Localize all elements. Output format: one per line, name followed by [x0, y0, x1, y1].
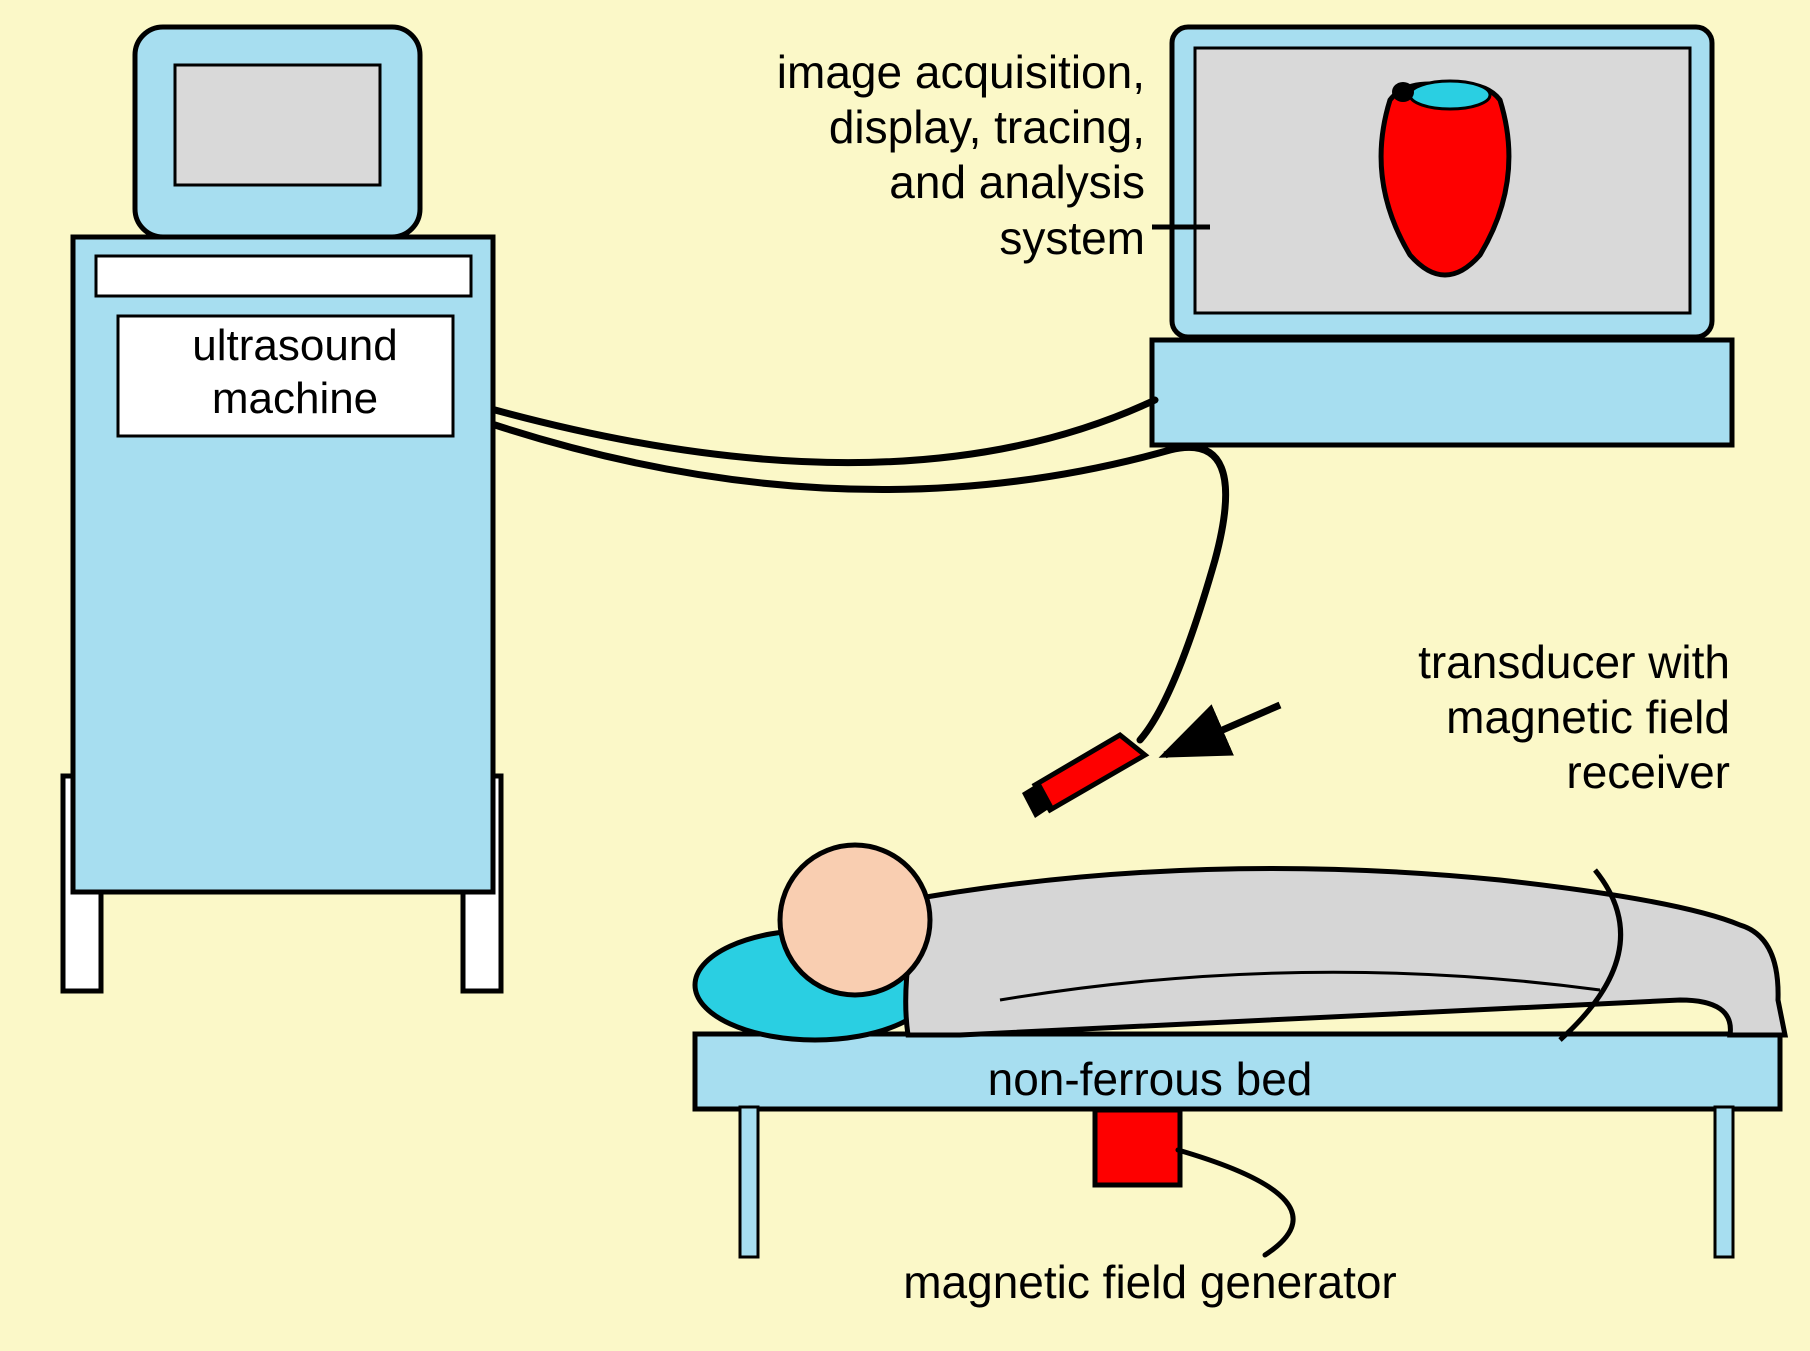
label-analysis-system: image acquisition,display, tracing,and a… — [555, 45, 1145, 266]
label-generator: magnetic field generator — [870, 1255, 1430, 1310]
label-ultrasound-machine: ultrasoundmachine — [145, 320, 445, 426]
label-bed: non-ferrous bed — [950, 1052, 1350, 1107]
label-transducer: transducer withmagnetic fieldreceiver — [1290, 635, 1730, 801]
